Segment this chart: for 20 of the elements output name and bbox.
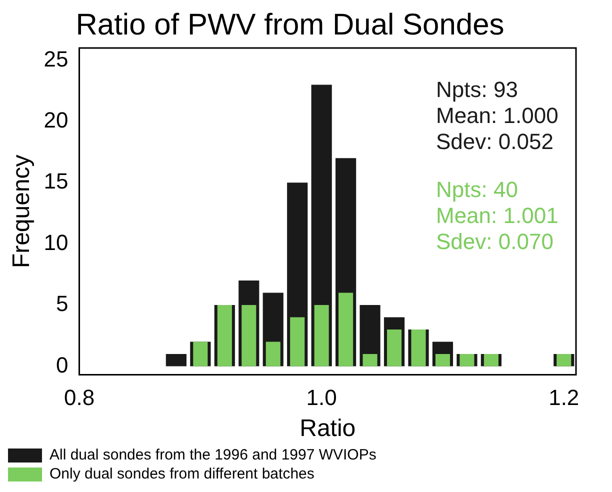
x-tick-label: 0.8 bbox=[64, 385, 95, 410]
x-tick-label: 1.0 bbox=[306, 385, 337, 410]
y-tick-label: 10 bbox=[44, 230, 68, 255]
x-axis-title: Ratio bbox=[300, 415, 356, 442]
y-tick-label: 0 bbox=[56, 352, 68, 378]
annotation: Mean: 1.000 bbox=[436, 103, 558, 128]
annotation: Npts: 40 bbox=[436, 177, 518, 202]
annotation: Sdev: 0.052 bbox=[436, 129, 554, 154]
y-tick-label: 25 bbox=[44, 46, 68, 72]
y-tick-label: 5 bbox=[56, 291, 68, 316]
x-tick-label: 1.2 bbox=[548, 385, 580, 410]
legend-label: Only dual sondes from different batches bbox=[50, 466, 314, 483]
y-axis-title: Frequency bbox=[8, 154, 36, 268]
y-tick-label: 15 bbox=[44, 168, 68, 194]
legend-label: All dual sondes from the 1996 and 1997 WVIOPs bbox=[50, 446, 376, 464]
annotation: Mean: 1.001 bbox=[436, 203, 558, 228]
chart-title: Ratio of PWV from Dual Sondes bbox=[76, 8, 504, 42]
y-tick-label: 20 bbox=[44, 108, 68, 132]
annotation: Npts: 93 bbox=[436, 77, 518, 102]
annotation: Sdev: 0.070 bbox=[436, 229, 554, 254]
